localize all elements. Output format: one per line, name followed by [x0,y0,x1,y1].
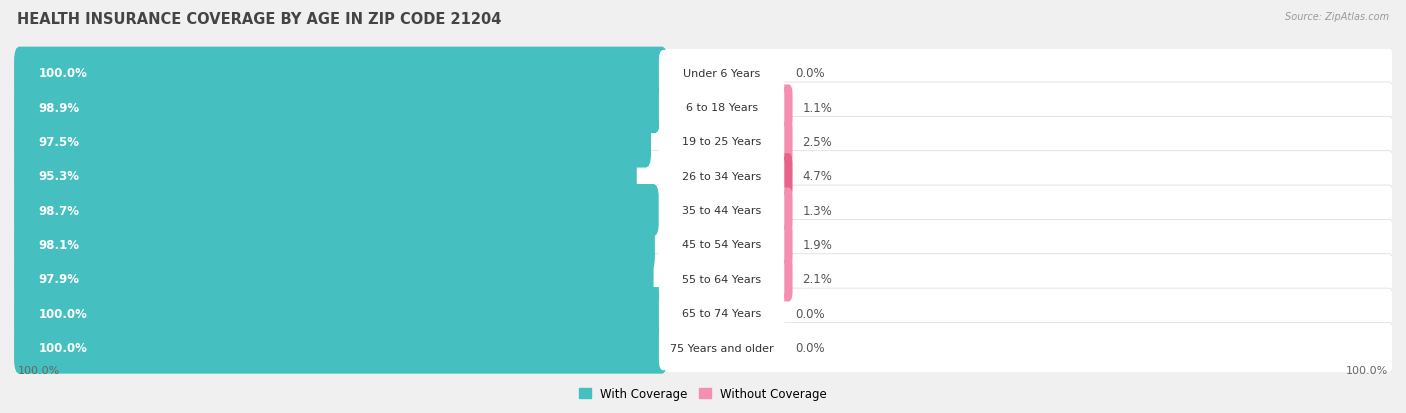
FancyBboxPatch shape [13,117,1393,167]
FancyBboxPatch shape [14,47,668,100]
Legend: With Coverage, Without Coverage: With Coverage, Without Coverage [574,382,832,404]
FancyBboxPatch shape [778,222,793,268]
Text: Source: ZipAtlas.com: Source: ZipAtlas.com [1285,12,1389,22]
Text: 100.0%: 100.0% [39,307,87,320]
FancyBboxPatch shape [659,325,785,370]
FancyBboxPatch shape [13,83,1393,133]
Text: 35 to 44 Years: 35 to 44 Years [682,206,761,216]
FancyBboxPatch shape [778,154,793,199]
FancyBboxPatch shape [659,119,785,165]
Text: 98.1%: 98.1% [39,238,80,252]
Text: 75 Years and older: 75 Years and older [669,343,773,353]
FancyBboxPatch shape [659,222,785,268]
Text: 0.0%: 0.0% [796,307,825,320]
FancyBboxPatch shape [13,185,1393,236]
FancyBboxPatch shape [14,287,668,339]
Text: 2.5%: 2.5% [803,135,832,149]
Text: 26 to 34 Years: 26 to 34 Years [682,171,761,181]
FancyBboxPatch shape [13,323,1393,373]
Text: 100.0%: 100.0% [39,341,87,354]
FancyBboxPatch shape [659,154,785,199]
Text: 1.1%: 1.1% [803,101,832,114]
Text: 19 to 25 Years: 19 to 25 Years [682,137,761,147]
Text: 98.7%: 98.7% [39,204,80,217]
Text: 100.0%: 100.0% [18,365,60,375]
Text: 1.3%: 1.3% [803,204,832,217]
FancyBboxPatch shape [13,254,1393,304]
FancyBboxPatch shape [13,220,1393,270]
FancyBboxPatch shape [13,151,1393,202]
Text: 100.0%: 100.0% [39,67,87,80]
FancyBboxPatch shape [13,49,1393,99]
FancyBboxPatch shape [14,82,659,134]
FancyBboxPatch shape [659,51,785,96]
Text: 0.0%: 0.0% [796,67,825,80]
FancyBboxPatch shape [13,288,1393,339]
Text: 0.0%: 0.0% [796,341,825,354]
FancyBboxPatch shape [659,85,785,131]
Text: 97.9%: 97.9% [39,273,80,286]
Text: 65 to 74 Years: 65 to 74 Years [682,309,761,318]
FancyBboxPatch shape [659,188,785,233]
FancyBboxPatch shape [778,256,793,302]
Text: 45 to 54 Years: 45 to 54 Years [682,240,761,250]
Text: 1.9%: 1.9% [803,238,832,252]
FancyBboxPatch shape [778,85,793,131]
FancyBboxPatch shape [14,116,651,168]
FancyBboxPatch shape [659,291,785,336]
FancyBboxPatch shape [14,253,654,305]
Text: 97.5%: 97.5% [39,135,80,149]
FancyBboxPatch shape [14,185,659,237]
FancyBboxPatch shape [778,188,793,233]
FancyBboxPatch shape [659,256,785,302]
Text: 6 to 18 Years: 6 to 18 Years [686,103,758,113]
Text: HEALTH INSURANCE COVERAGE BY AGE IN ZIP CODE 21204: HEALTH INSURANCE COVERAGE BY AGE IN ZIP … [17,12,502,27]
FancyBboxPatch shape [14,150,637,202]
Text: 4.7%: 4.7% [803,170,832,183]
FancyBboxPatch shape [14,219,655,271]
Text: 95.3%: 95.3% [39,170,80,183]
FancyBboxPatch shape [778,119,793,165]
FancyBboxPatch shape [14,322,668,374]
Text: Under 6 Years: Under 6 Years [683,69,761,78]
Text: 2.1%: 2.1% [803,273,832,286]
Text: 55 to 64 Years: 55 to 64 Years [682,274,761,284]
Text: 100.0%: 100.0% [1346,365,1388,375]
Text: 98.9%: 98.9% [39,101,80,114]
